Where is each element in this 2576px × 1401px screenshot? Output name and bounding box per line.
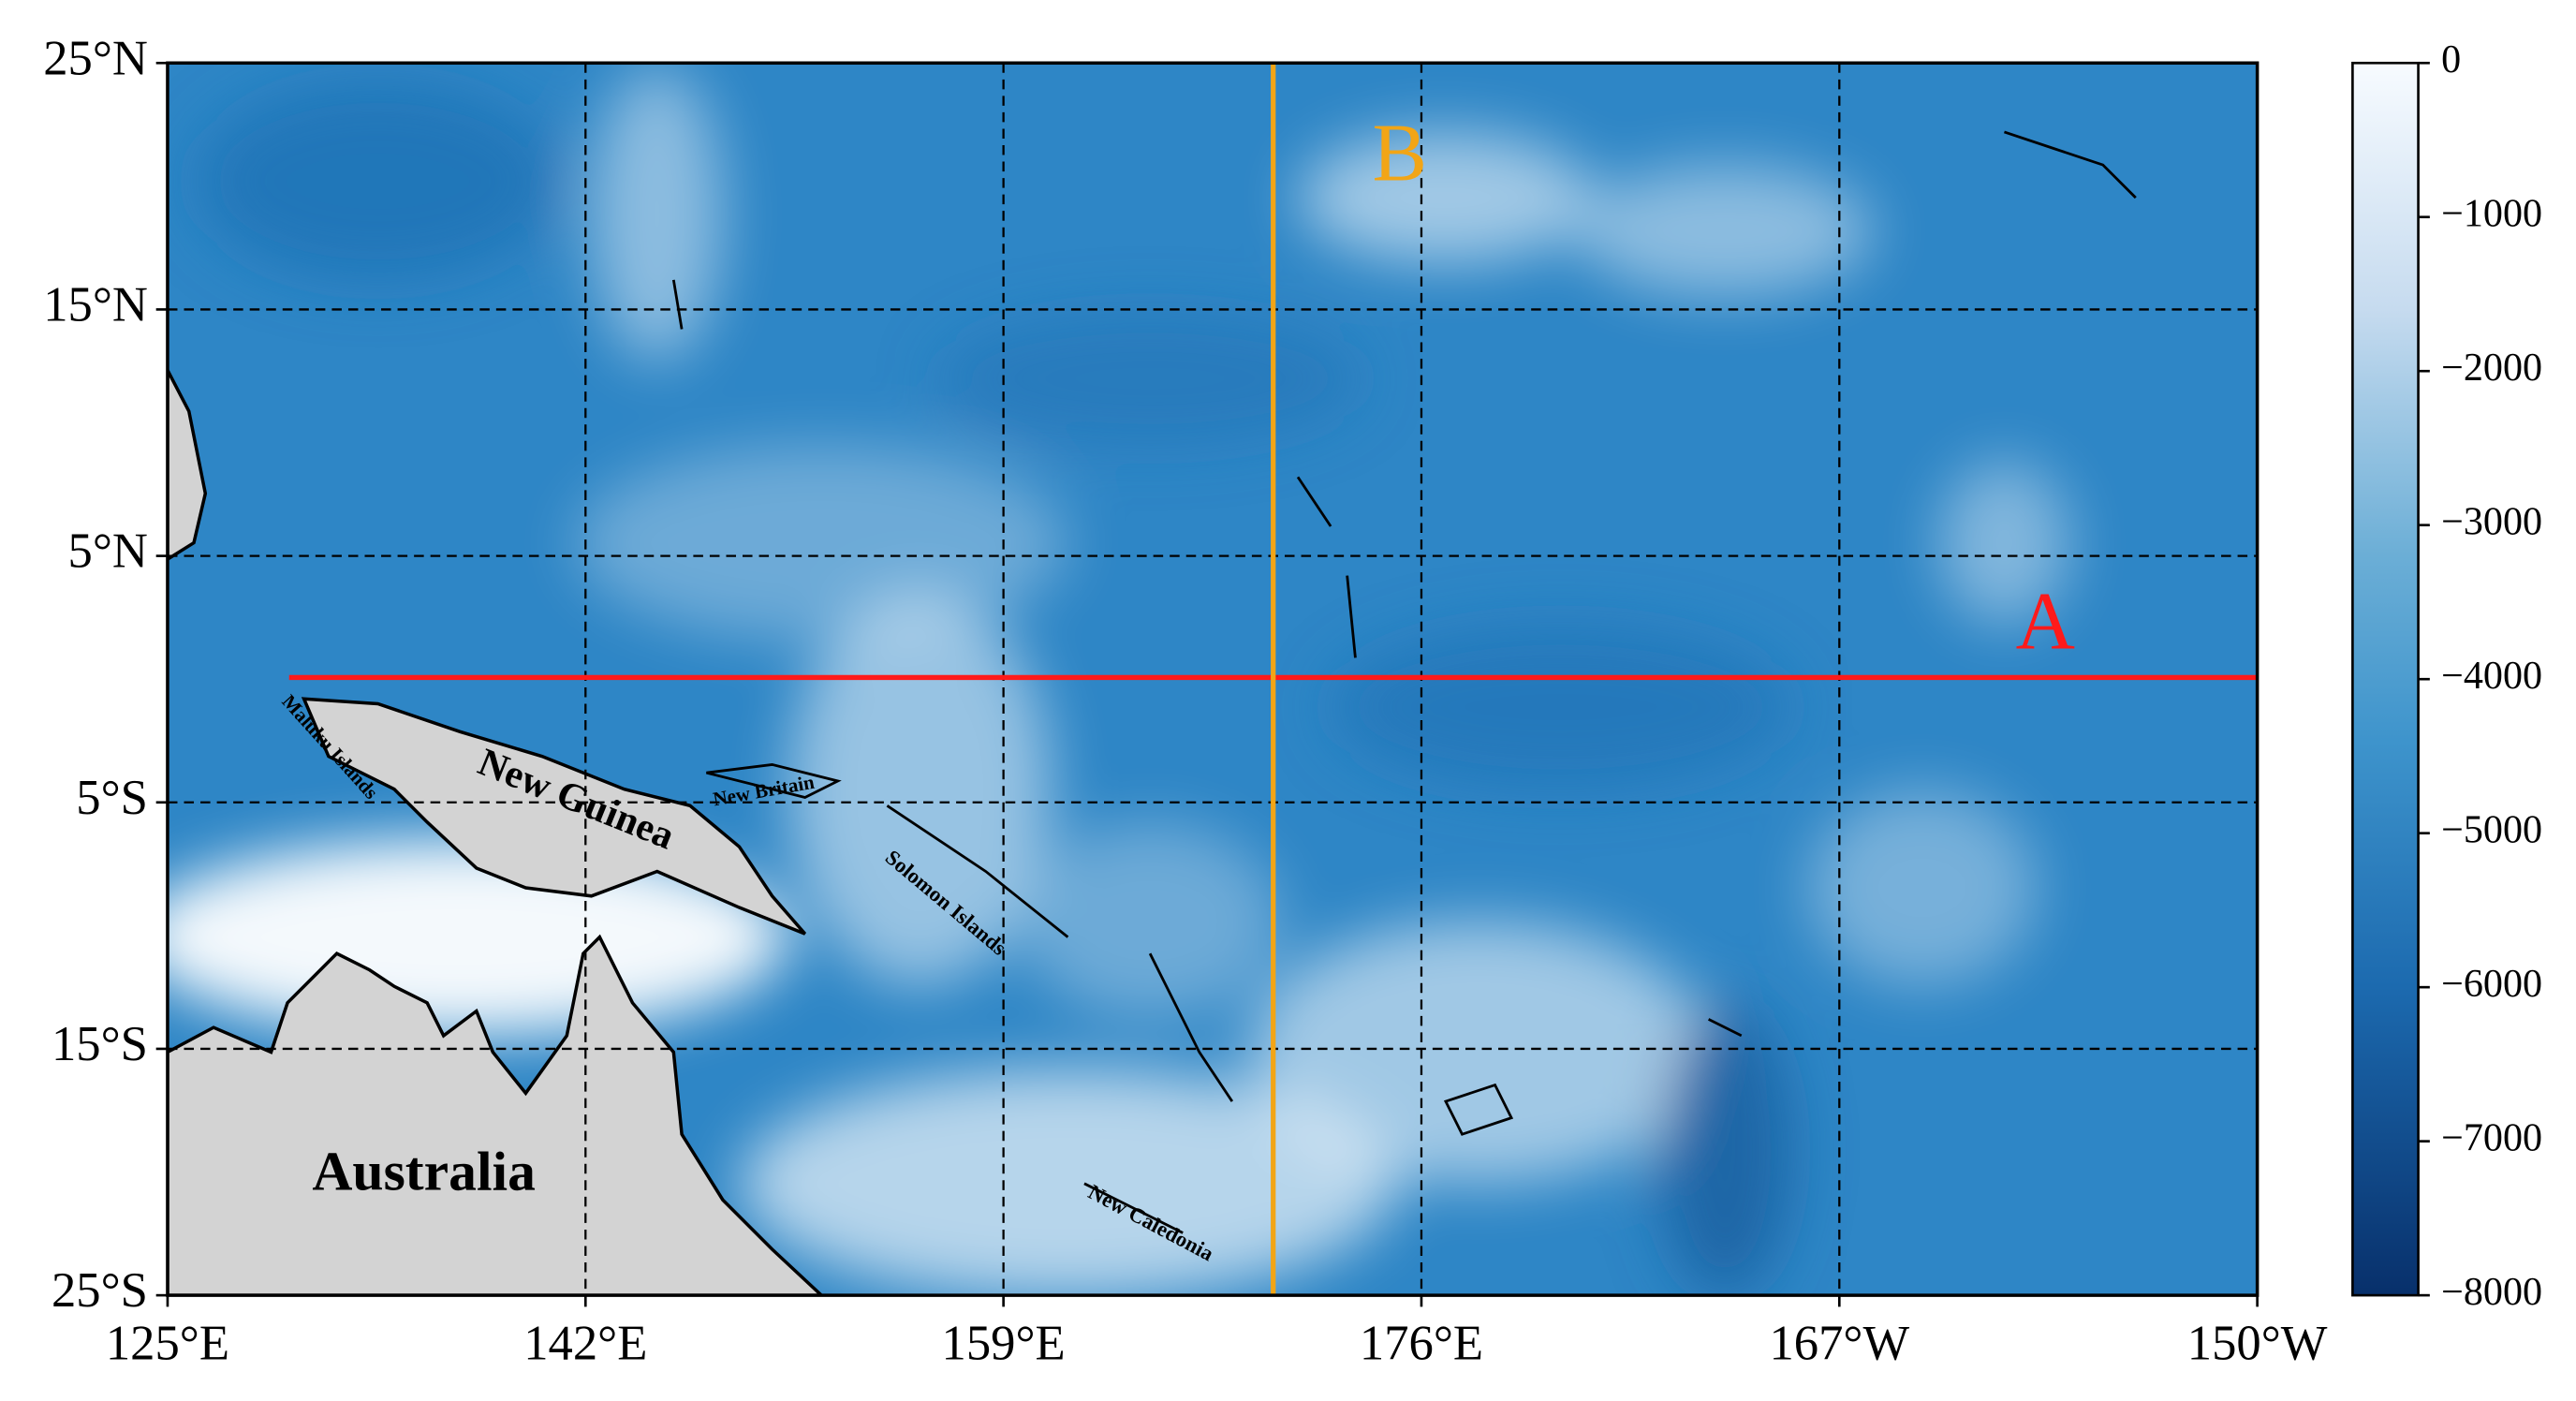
colorbar-label: −8000 [2441, 1270, 2542, 1314]
philippines-land [167, 369, 208, 562]
lat-label: 25°N [43, 31, 148, 85]
lat-label: 5°N [68, 524, 148, 579]
lat-label: 5°S [76, 771, 148, 825]
lon-label: 150°W [2187, 1316, 2328, 1370]
colorbar-label: −3000 [2441, 499, 2542, 543]
colorbar-label: −4000 [2441, 654, 2542, 698]
lon-label: 167°W [1769, 1316, 1909, 1370]
colorbar-label: −5000 [2441, 807, 2542, 851]
lon-label: 142°E [523, 1316, 647, 1370]
colorbar [2351, 61, 2420, 1297]
islands [671, 130, 2137, 1234]
colorbar-label: −7000 [2441, 1115, 2542, 1159]
lat-label: 15°S [52, 1017, 148, 1071]
bathymetry [167, 63, 2258, 1296]
lat-label: 15°N [43, 278, 148, 332]
profile-label: B [1373, 108, 1428, 199]
colorbar-label: −6000 [2441, 962, 2542, 1006]
new-guinea-land [301, 697, 807, 936]
lon-label: 159°E [942, 1316, 1066, 1370]
colorbar-label: −2000 [2441, 346, 2542, 390]
colorbar-label: −1000 [2441, 191, 2542, 235]
lon-label: 125°E [106, 1316, 229, 1370]
australia-land [167, 934, 824, 1296]
lat-label: 25°S [52, 1263, 148, 1318]
place-label: Australia [312, 1140, 536, 1202]
profile-label: A [2016, 576, 2075, 667]
lon-label: 176°E [1360, 1316, 1483, 1370]
colorbar-label: 0 [2441, 37, 2461, 81]
map-frame [166, 61, 2260, 1297]
